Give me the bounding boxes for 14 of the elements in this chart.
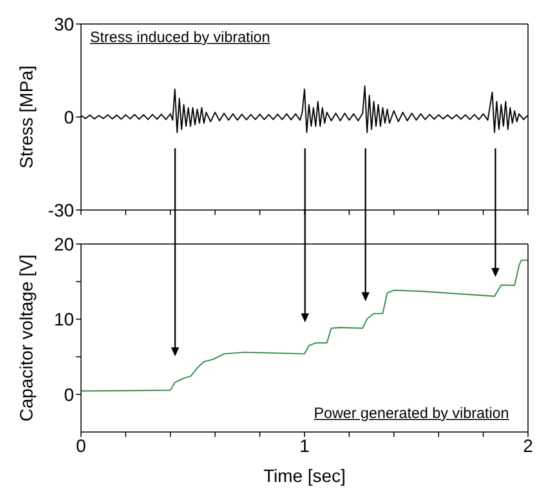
line-series [81, 260, 528, 392]
x-tick-label: 2 [522, 436, 534, 456]
y-tick-label: 0 [64, 384, 74, 405]
annotation: Power generated by vibration [314, 405, 509, 422]
y-axis-title: Capacitor voltage [V] [16, 254, 36, 422]
annotation: Stress induced by vibration [90, 29, 270, 46]
y-tick-label: 0 [64, 107, 74, 128]
y-tick-label: -30 [48, 200, 74, 220]
x-axis-title: Time [sec] [263, 466, 346, 486]
x-tick-label: 1 [299, 436, 310, 456]
y-tick-label: 20 [54, 234, 74, 254]
y-axis-title: Stress [MPa] [16, 65, 36, 169]
y-tick-label: 10 [54, 310, 74, 330]
y-tick-label: 30 [54, 14, 74, 34]
